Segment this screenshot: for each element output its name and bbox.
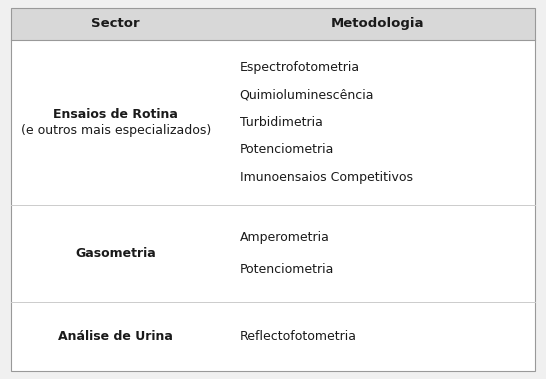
Text: Gasometria: Gasometria [75,247,156,260]
Text: Imunoensaios Competitivos: Imunoensaios Competitivos [240,171,413,184]
Text: Turbidimetria: Turbidimetria [240,116,323,129]
Bar [11,205,535,302]
Text: Amperometria: Amperometria [240,231,330,244]
Text: Ensaios de Rotina: Ensaios de Rotina [54,108,178,121]
Bar [11,302,535,371]
Text: Potenciometria: Potenciometria [240,263,334,276]
Text: Espectrofotometria: Espectrofotometria [240,61,360,74]
Text: Quimioluminescência: Quimioluminescência [240,88,374,101]
Text: Análise de Urina: Análise de Urina [58,330,173,343]
Bar [11,8,535,39]
Text: Reflectofotometria: Reflectofotometria [240,330,357,343]
Bar [11,39,535,205]
Text: Sector: Sector [91,17,140,30]
Text: Metodologia: Metodologia [331,17,425,30]
Text: (e outros mais especializados): (e outros mais especializados) [21,124,211,137]
Text: Potenciometria: Potenciometria [240,144,334,157]
